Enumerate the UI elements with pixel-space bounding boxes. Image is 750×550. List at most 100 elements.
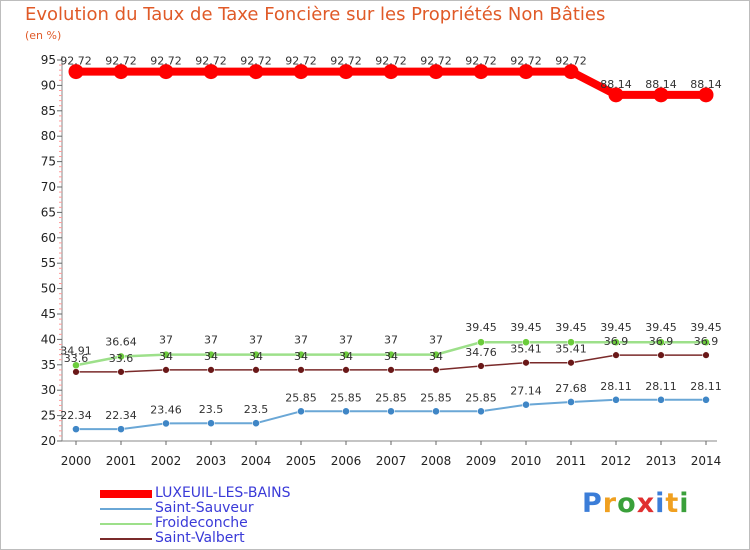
- data-label: 22.34: [60, 409, 92, 422]
- data-label: 92.72: [195, 55, 227, 68]
- y-tick-label: 45: [41, 307, 56, 321]
- series-point: [162, 419, 170, 428]
- logo-letter: P: [582, 488, 603, 519]
- legend: LUXEUIL-LES-BAINS Saint-Sauveur Froideco…: [100, 485, 360, 546]
- data-label: 37: [429, 334, 443, 347]
- data-label: 34: [159, 350, 173, 363]
- data-label: 39.45: [690, 321, 722, 334]
- series-point: [657, 351, 665, 359]
- data-label: 92.72: [105, 55, 137, 68]
- logo-letter: r: [602, 488, 618, 519]
- legend-label: Saint-Sauveur: [155, 500, 254, 516]
- series-point: [608, 87, 624, 103]
- data-label: 34: [429, 350, 443, 363]
- data-label: 28.11: [600, 380, 632, 393]
- series-point: [428, 64, 444, 80]
- data-label: 35.41: [555, 343, 587, 356]
- x-tick-label: 2001: [106, 454, 137, 468]
- series-point: [432, 350, 440, 359]
- series-point: [297, 366, 305, 374]
- series-point: [383, 64, 399, 80]
- x-tick-label: 2004: [241, 454, 272, 468]
- series-point: [162, 366, 170, 374]
- x-tick-label: 2014: [691, 454, 722, 468]
- data-label: 36.64: [105, 335, 137, 348]
- legend-swatch: [100, 508, 152, 510]
- series-point: [387, 366, 395, 374]
- data-label: 92.72: [330, 55, 362, 68]
- series-point: [522, 338, 530, 347]
- data-label: 33.6: [64, 352, 89, 365]
- data-label: 39.45: [510, 321, 542, 334]
- series-point: [477, 407, 485, 416]
- data-label: 25.85: [330, 391, 362, 404]
- x-tick-label: 2005: [286, 454, 317, 468]
- x-tick-label: 2000: [61, 454, 92, 468]
- x-tick-label: 2011: [556, 454, 587, 468]
- x-tick-label: 2007: [376, 454, 407, 468]
- legend-item-saint-valbert[interactable]: Saint-Valbert: [100, 530, 360, 546]
- chart-axes: 20 25 30 35 40 45 50 55 60 65 70 75 80 85 90 95 2000 2001…: [41, 53, 722, 468]
- data-label: 34.91: [60, 344, 92, 357]
- series-point: [72, 425, 80, 434]
- y-tick-label: 35: [41, 358, 56, 372]
- data-label: 25.85: [285, 391, 317, 404]
- data-label: 92.72: [510, 55, 542, 68]
- logo-letter: x: [636, 488, 656, 519]
- data-label: 25.85: [465, 391, 497, 404]
- data-label: 39.45: [465, 321, 497, 334]
- series-point: [702, 395, 710, 404]
- x-tick-label: 2010: [511, 454, 542, 468]
- series-point: [702, 338, 710, 347]
- x-tick-label: 2009: [466, 454, 497, 468]
- data-label: 36.9: [649, 335, 674, 348]
- series-point: [72, 368, 80, 376]
- y-tick-label: 95: [41, 53, 56, 67]
- series-point: [612, 395, 620, 404]
- series-point: [567, 338, 575, 347]
- y-tick-label: 80: [41, 129, 56, 143]
- proxiti-logo: Proxiti: [582, 488, 690, 519]
- data-label: 34: [384, 350, 398, 363]
- series-point: [207, 350, 215, 359]
- data-label: 37: [249, 334, 263, 347]
- series-point: [563, 64, 579, 80]
- y-tick-label: 40: [41, 332, 56, 346]
- data-label: 36.9: [604, 335, 629, 348]
- x-tick-label: 2006: [331, 454, 362, 468]
- y-tick-label: 75: [41, 155, 56, 169]
- data-labels-layer: 33.6 33.6 34 34 34 34 34 34 34 34.76 35.41 35.41 36.…: [60, 55, 722, 423]
- series-point: [432, 366, 440, 374]
- logo-letter: i: [679, 488, 690, 519]
- legend-label: LUXEUIL-LES-BAINS: [155, 485, 291, 501]
- series-point: [297, 350, 305, 359]
- series-point: [698, 87, 714, 103]
- y-tick-label: 90: [41, 78, 56, 92]
- legend-swatch: [100, 490, 152, 498]
- y-tick-label: 50: [41, 282, 56, 296]
- y-tick-label: 85: [41, 104, 56, 118]
- y-tick-label: 55: [41, 256, 56, 270]
- legend-item-luxeuil[interactable]: LUXEUIL-LES-BAINS: [100, 485, 360, 501]
- legend-swatch: [100, 538, 152, 540]
- data-label: 28.11: [645, 380, 677, 393]
- series-point: [252, 350, 260, 359]
- series-point: [518, 64, 534, 80]
- data-label: 36.9: [694, 335, 719, 348]
- series-point: [702, 351, 710, 359]
- series-point: [522, 359, 530, 367]
- logo-letter: i: [655, 488, 666, 519]
- data-label: 88.14: [690, 78, 722, 91]
- data-label: 27.14: [510, 385, 542, 398]
- x-tick-label: 2013: [646, 454, 677, 468]
- logo-letter: o: [617, 488, 637, 519]
- data-label: 92.72: [240, 55, 272, 68]
- series-point: [293, 64, 309, 80]
- legend-item-saint-sauveur[interactable]: Saint-Sauveur: [100, 500, 360, 516]
- data-label: 92.72: [420, 55, 452, 68]
- data-label: 92.72: [375, 55, 407, 68]
- legend-item-froideconche[interactable]: Froideconche: [100, 515, 360, 531]
- x-tick-label: 2008: [421, 454, 452, 468]
- series-point: [207, 419, 215, 428]
- data-label: 39.45: [555, 321, 587, 334]
